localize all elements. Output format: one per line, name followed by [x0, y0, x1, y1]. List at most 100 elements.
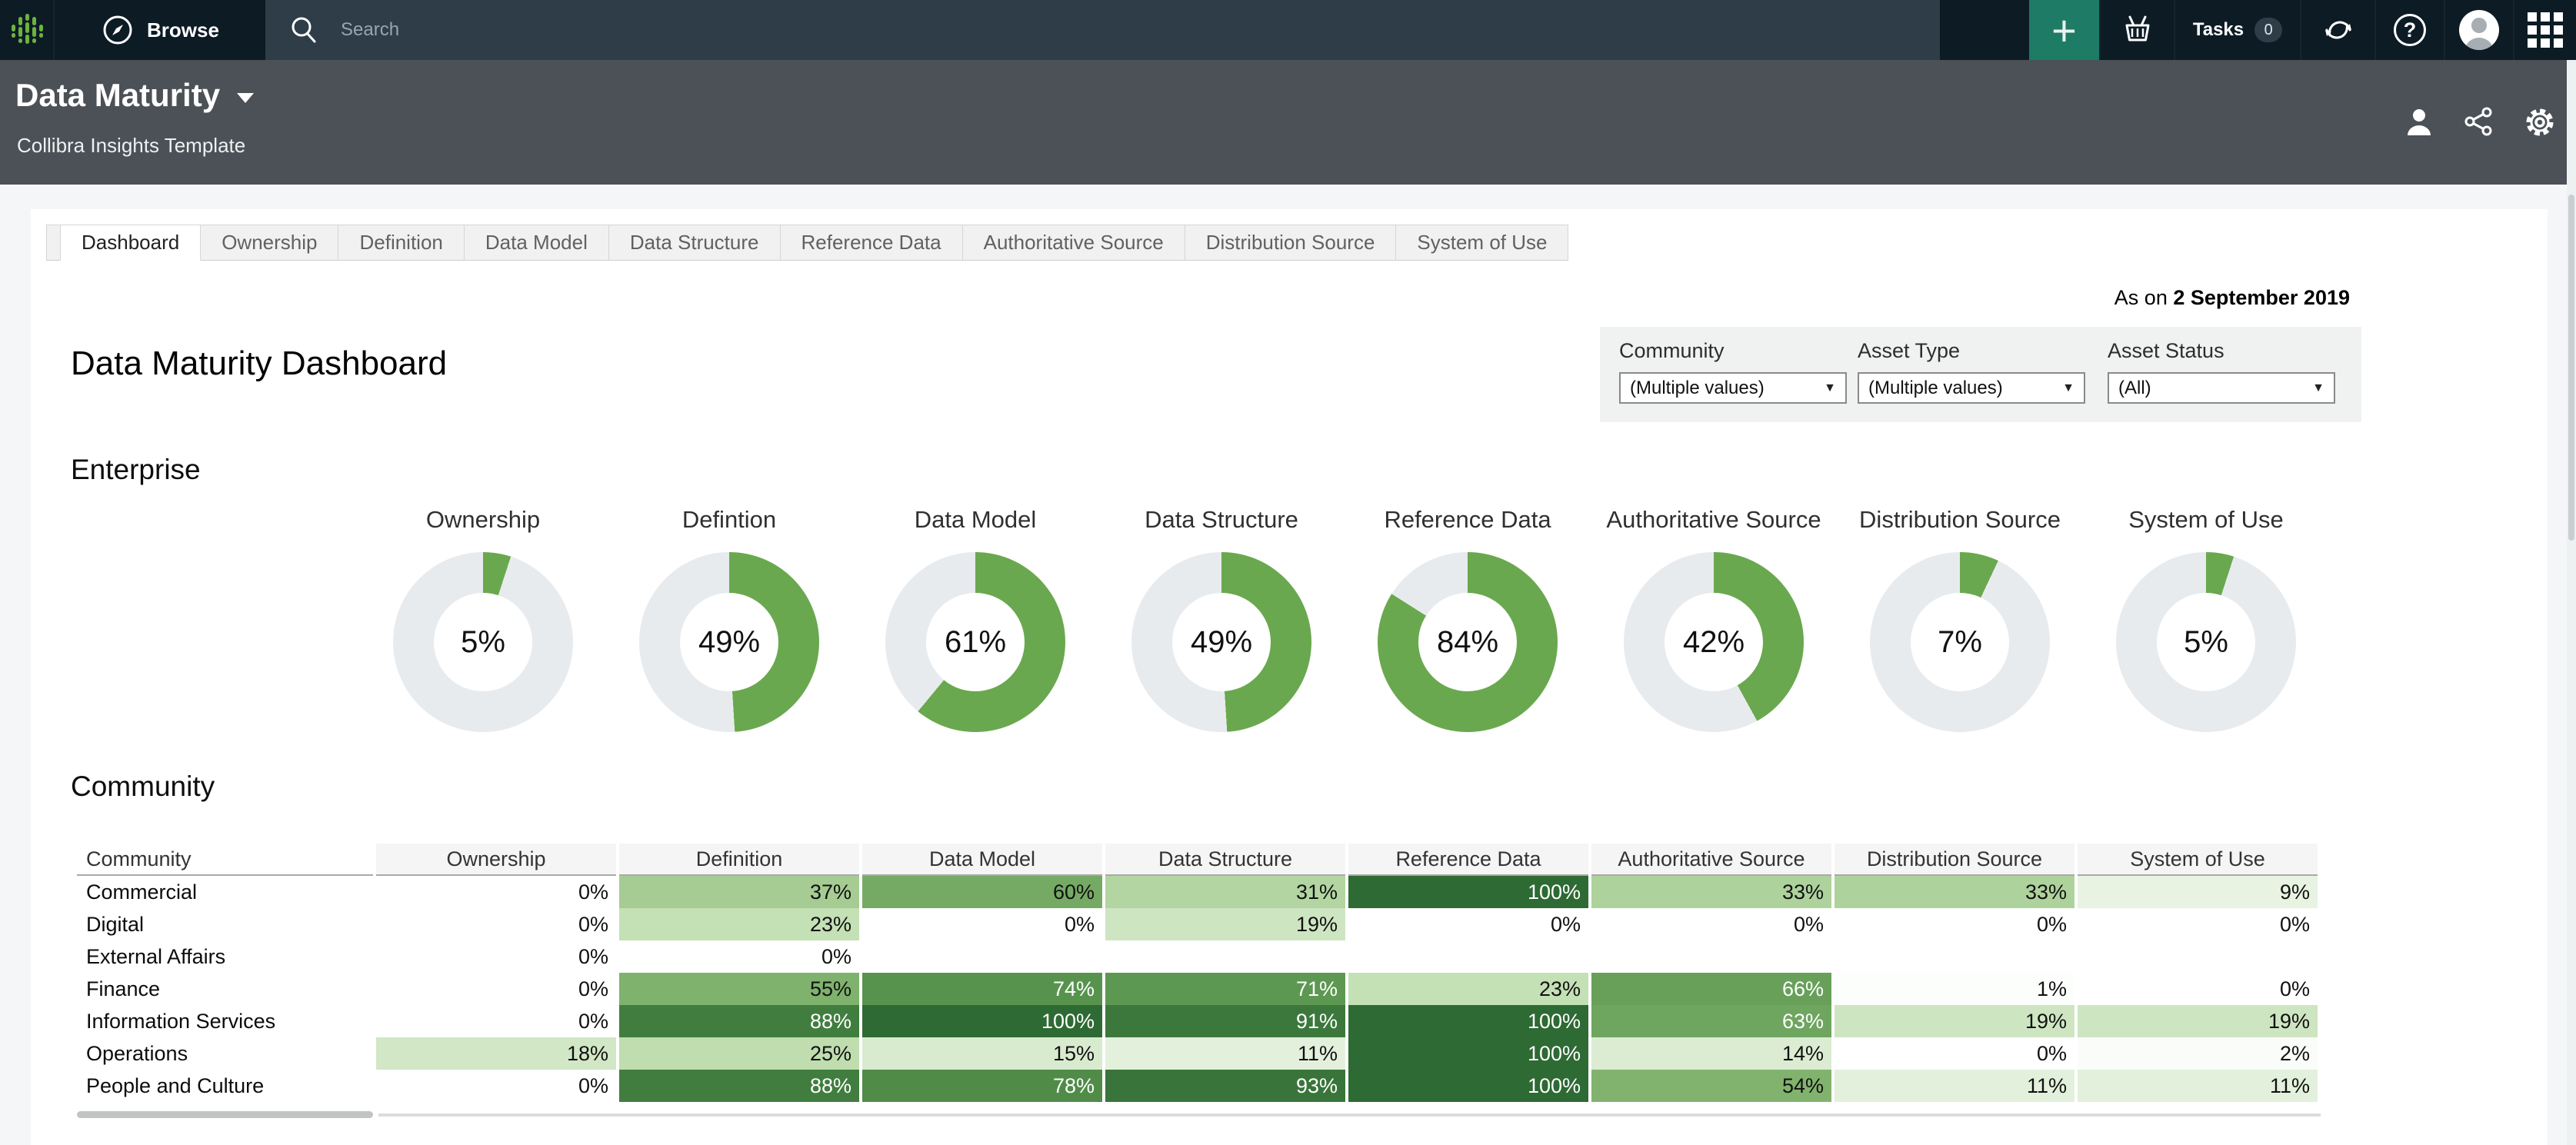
heatmap-cell[interactable]: 60% — [862, 876, 1102, 908]
heatmap-cell[interactable]: 88% — [619, 1070, 859, 1102]
tasks-label: Tasks — [2192, 19, 2244, 40]
heatmap-cell[interactable]: 63% — [1591, 1005, 1831, 1037]
settings-button[interactable] — [2524, 106, 2556, 138]
tasks-button[interactable]: Tasks 0 — [2174, 0, 2300, 60]
filter-label: Community — [1619, 339, 1725, 362]
heatmap-cell[interactable]: 100% — [862, 1005, 1102, 1037]
create-button[interactable]: + — [2029, 0, 2099, 60]
heatmap-cell[interactable]: 2% — [2078, 1037, 2318, 1070]
tab-system-of-use[interactable]: System of Use — [1395, 225, 1569, 260]
donut-chart-distribution-source[interactable]: 7% — [1870, 552, 2050, 732]
heatmap-cell[interactable]: 0% — [2078, 973, 2318, 1005]
heatmap-cell[interactable]: 23% — [1348, 973, 1588, 1005]
heatmap-cell[interactable]: 0% — [1835, 1037, 2074, 1070]
heatmap-cell[interactable]: 0% — [376, 940, 616, 973]
donut-chart-data-structure[interactable]: 49% — [1131, 552, 1311, 732]
heatmap-cell[interactable]: 25% — [619, 1037, 859, 1070]
users-button[interactable] — [2404, 106, 2434, 137]
heatmap-cell[interactable]: 14% — [1591, 1037, 1831, 1070]
apps-menu-button[interactable] — [2513, 0, 2576, 60]
heatmap-cell[interactable]: 66% — [1591, 973, 1831, 1005]
donut-chart-ownership[interactable]: 5% — [393, 552, 573, 732]
column-header-community: Community — [77, 844, 373, 876]
collibra-logo[interactable] — [0, 0, 53, 60]
heatmap-cell[interactable]: 0% — [376, 973, 616, 1005]
donut-chart-system-of-use[interactable]: 5% — [2116, 552, 2296, 732]
heatmap-cell[interactable]: 37% — [619, 876, 859, 908]
heatmap-cell[interactable]: 11% — [2078, 1070, 2318, 1102]
report-title-dropdown[interactable]: Data Maturity — [15, 77, 255, 114]
tab-definition[interactable]: Definition — [338, 225, 464, 260]
browse-button[interactable]: Browse — [53, 0, 265, 60]
heatmap-cell[interactable]: 33% — [1835, 876, 2074, 908]
tab-dashboard[interactable]: Dashboard — [60, 225, 202, 261]
donut-chart-authoritative-source[interactable]: 42% — [1624, 552, 1804, 732]
heatmap-cell[interactable]: 0% — [376, 1005, 616, 1037]
asset-status-filter-select[interactable]: (All) ▼ — [2108, 372, 2335, 404]
heatmap-cell[interactable]: 0% — [376, 908, 616, 940]
page-background: Dashboard Ownership Definition Data Model Da… — [0, 185, 2576, 1145]
heatmap-cell[interactable]: 71% — [1105, 973, 1345, 1005]
tab-reference-data[interactable]: Reference Data — [779, 225, 962, 260]
heatmap-cell[interactable]: 100% — [1348, 1070, 1588, 1102]
avatar — [2459, 10, 2499, 50]
heatmap-cell[interactable]: 100% — [1348, 1037, 1588, 1070]
filter-value: (All) — [2118, 377, 2151, 398]
heatmap-cell[interactable]: 100% — [1348, 1005, 1588, 1037]
heatmap-cell[interactable]: 0% — [1591, 908, 1831, 940]
heatmap-cell[interactable]: 100% — [1348, 876, 1588, 908]
as-on-date: As on 2 September 2019 — [2114, 286, 2350, 310]
row-label-finance: Finance — [77, 973, 373, 1005]
heatmap-cell[interactable]: 0% — [1835, 908, 2074, 940]
heatmap-cell[interactable]: 0% — [1348, 908, 1588, 940]
tab-authoritative-source[interactable]: Authoritative Source — [961, 225, 1185, 260]
heatmap-cell[interactable]: 33% — [1591, 876, 1831, 908]
heatmap-cell[interactable]: 1% — [1835, 973, 2074, 1005]
search-input[interactable] — [339, 18, 1724, 42]
heatmap-cell[interactable]: 15% — [862, 1037, 1102, 1070]
donut-defintion: Defintion 49% — [606, 506, 852, 732]
heatmap-cell[interactable]: 19% — [1105, 908, 1345, 940]
heatmap-cell[interactable]: 78% — [862, 1070, 1102, 1102]
basket-button[interactable] — [2099, 0, 2174, 60]
global-search-bar[interactable] — [265, 0, 1940, 60]
table-hscroll-track[interactable] — [378, 1113, 2321, 1117]
heatmap-cell[interactable]: 0% — [862, 908, 1102, 940]
heatmap-cell[interactable]: 11% — [1835, 1070, 2074, 1102]
tab-data-model[interactable]: Data Model — [463, 225, 608, 260]
heatmap-cell[interactable]: 0% — [376, 876, 616, 908]
page-scrollbar-thumb[interactable] — [2568, 195, 2574, 541]
donut-chart-data-model[interactable]: 61% — [885, 552, 1065, 732]
heatmap-cell[interactable]: 74% — [862, 973, 1102, 1005]
heatmap-cell[interactable]: 0% — [2078, 908, 2318, 940]
tab-ownership[interactable]: Ownership — [201, 225, 338, 260]
asset-type-filter-select[interactable]: (Multiple values) ▼ — [1858, 372, 2085, 404]
heatmap-cell[interactable]: 0% — [376, 1070, 616, 1102]
sync-button[interactable] — [2300, 0, 2374, 60]
donut-data-structure: Data Structure 49% — [1098, 506, 1345, 732]
heatmap-cell[interactable]: 0% — [619, 940, 859, 973]
heatmap-cell[interactable]: 91% — [1105, 1005, 1345, 1037]
heatmap-cell[interactable]: 93% — [1105, 1070, 1345, 1102]
share-button[interactable] — [2464, 106, 2494, 137]
help-button[interactable]: ? — [2374, 0, 2444, 60]
donut-value: 7% — [1911, 593, 2009, 691]
heatmap-cell[interactable]: 88% — [619, 1005, 859, 1037]
donut-chart-reference-data[interactable]: 84% — [1378, 552, 1558, 732]
page-scrollbar[interactable] — [2567, 60, 2576, 1145]
tab-data-structure[interactable]: Data Structure — [608, 225, 780, 260]
donut-chart-defintion[interactable]: 49% — [639, 552, 819, 732]
heatmap-cell[interactable]: 9% — [2078, 876, 2318, 908]
heatmap-cell[interactable]: 23% — [619, 908, 859, 940]
user-menu-button[interactable] — [2444, 0, 2513, 60]
heatmap-cell[interactable]: 54% — [1591, 1070, 1831, 1102]
heatmap-cell[interactable]: 55% — [619, 973, 859, 1005]
heatmap-cell[interactable]: 31% — [1105, 876, 1345, 908]
heatmap-cell[interactable]: 19% — [1835, 1005, 2074, 1037]
community-filter-select[interactable]: (Multiple values) ▼ — [1619, 372, 1847, 404]
heatmap-cell[interactable]: 11% — [1105, 1037, 1345, 1070]
heatmap-cell[interactable]: 19% — [2078, 1005, 2318, 1037]
tab-distribution-source[interactable]: Distribution Source — [1184, 225, 1396, 260]
table-hscroll-thumb[interactable] — [77, 1111, 373, 1118]
heatmap-cell[interactable]: 18% — [376, 1037, 616, 1070]
